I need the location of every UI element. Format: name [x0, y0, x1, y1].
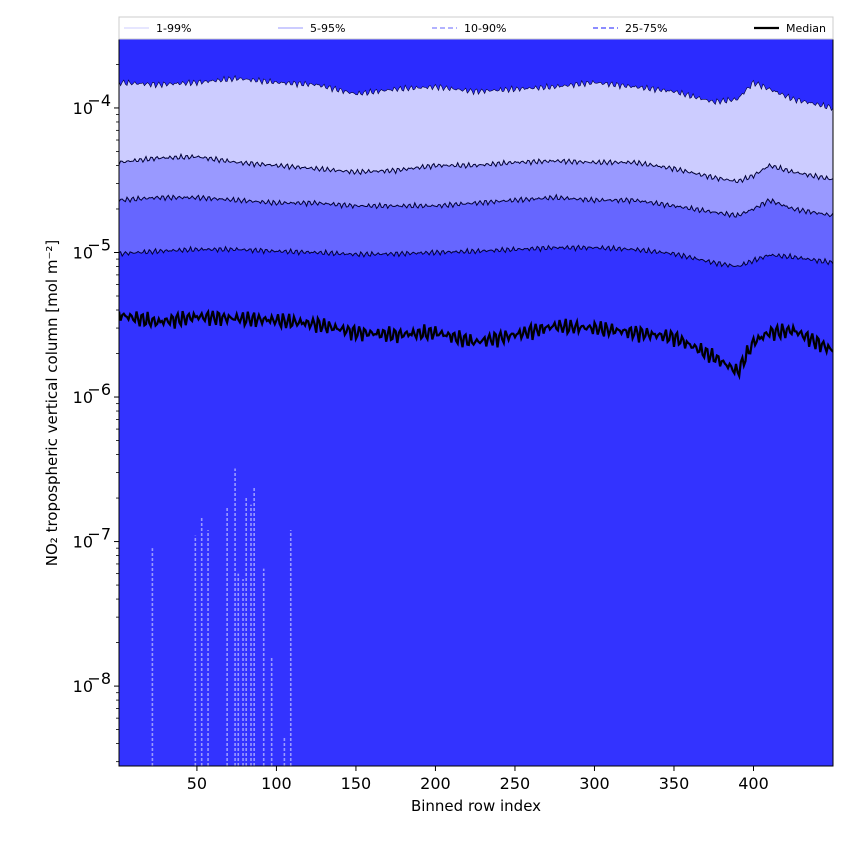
legend: 1-99% 5-95% 10-90% 25-75% Median [118, 16, 834, 40]
spike-layer [151, 468, 292, 766]
y-tick-exponent: −4 [87, 91, 111, 110]
legend-label: 10-90% [464, 22, 506, 35]
x-tick-label: 350 [659, 774, 690, 793]
legend-label: 5-95% [310, 22, 345, 35]
y-tick-label: 10 [73, 243, 93, 262]
line-layer [119, 74, 833, 381]
x-tick-label: 400 [738, 774, 769, 793]
legend-label: 25-75% [625, 22, 667, 35]
y-tick-exponent: −5 [87, 235, 111, 254]
x-axis-title: Binned row index [411, 797, 541, 815]
x-tick-label: 50 [187, 774, 207, 793]
y-tick-exponent: −6 [87, 380, 111, 399]
x-tick-label: 250 [500, 774, 531, 793]
band-edge-5-95pct [119, 152, 833, 184]
band-1-99pct [119, 75, 833, 183]
band-edge-25-75pct [119, 244, 833, 268]
x-axis: 50 100 150 200 250 300 350 400 [187, 766, 769, 793]
y-tick-label: 10 [73, 388, 93, 407]
band-edge-1-99pct [119, 74, 833, 112]
x-tick-label: 100 [261, 774, 292, 793]
band-10-90pct [119, 194, 833, 267]
y-tick-exponent: −7 [87, 525, 111, 544]
y-axis: 10−810−710−610−510−4 [73, 64, 119, 763]
legend-frame [118, 16, 834, 40]
plot-area [118, 38, 834, 767]
y-tick-label: 10 [73, 677, 93, 696]
x-tick-label: 300 [579, 774, 610, 793]
y-tick-label: 10 [73, 99, 93, 118]
y-axis-title: NO₂ tropospheric vertical column [mol m⁻… [43, 240, 61, 566]
legend-label: 1-99% [156, 22, 191, 35]
legend-label: Median [786, 22, 826, 35]
band-edge-10-90pct [119, 193, 833, 219]
median-line [119, 308, 833, 381]
x-tick-label: 150 [341, 774, 372, 793]
y-tick-label: 10 [73, 533, 93, 552]
y-tick-exponent: −8 [87, 669, 111, 688]
band-25-75pct [119, 245, 833, 766]
band-layer [119, 39, 833, 766]
band-5-95pct [119, 154, 833, 218]
x-tick-label: 200 [420, 774, 451, 793]
